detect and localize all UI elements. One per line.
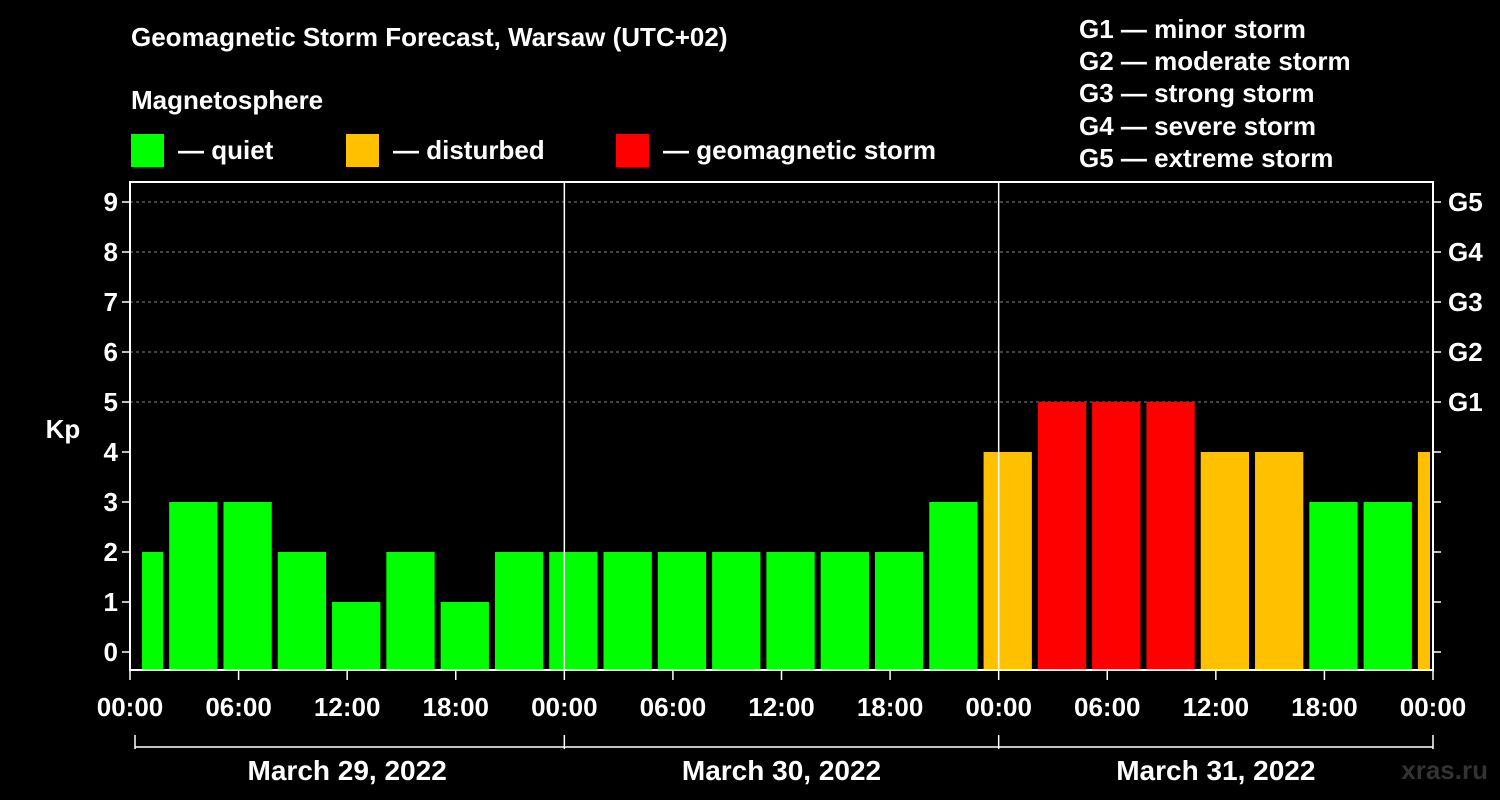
xtick-label-5: 06:00 — [640, 692, 707, 722]
bar-2 — [223, 502, 272, 670]
bar-12 — [766, 552, 815, 670]
ytick-label-7: 7 — [104, 287, 118, 317]
bar-19 — [1146, 402, 1195, 670]
legend-label-disturbed: — disturbed — [393, 134, 545, 165]
xtick-label-8: 00:00 — [965, 692, 1032, 722]
bar-6 — [440, 602, 489, 670]
bar-9 — [603, 552, 652, 670]
right-label-g3: G3 — [1448, 287, 1483, 317]
day-label-0: March 29, 2022 — [248, 755, 447, 786]
xtick-label-6: 12:00 — [748, 692, 815, 722]
chart-title: Geomagnetic Storm Forecast, Warsaw (UTC+… — [131, 22, 728, 52]
watermark: xras.ru — [1401, 755, 1488, 785]
xtick-label-2: 12:00 — [314, 692, 381, 722]
bar-4 — [332, 602, 381, 670]
xtick-label-4: 00:00 — [531, 692, 598, 722]
bar-3 — [277, 552, 327, 670]
storm-level-legend: G1 — minor storm G2 — moderate storm G3 … — [1079, 13, 1351, 174]
bar-1 — [169, 502, 218, 670]
ytick-label-1: 1 — [104, 587, 118, 617]
xtick-label-11: 18:00 — [1291, 692, 1358, 722]
right-label-g1: G1 — [1448, 387, 1483, 417]
magnetosphere-label: Magnetosphere — [131, 85, 324, 115]
bar-11 — [712, 552, 761, 670]
storm-level-g3: G3 — strong storm — [1079, 78, 1315, 109]
right-label-g5: G5 — [1448, 187, 1483, 217]
xtick-label-9: 06:00 — [1074, 692, 1141, 722]
bar-24 — [1417, 452, 1430, 670]
ytick-label-8: 8 — [104, 237, 118, 267]
bar-20 — [1200, 452, 1250, 670]
ytick-label-9: 9 — [104, 187, 118, 217]
bar-23 — [1363, 502, 1412, 670]
bar-17 — [1037, 402, 1087, 670]
day-label-2: March 31, 2022 — [1116, 755, 1315, 786]
xtick-label-1: 06:00 — [205, 692, 272, 722]
bar-22 — [1309, 502, 1358, 670]
bar-5 — [386, 552, 435, 670]
bar-13 — [820, 552, 869, 670]
bar-0 — [142, 552, 164, 670]
ytick-label-6: 6 — [104, 337, 118, 367]
bar-7 — [494, 552, 544, 670]
bar-18 — [1092, 402, 1141, 670]
bar-21 — [1255, 452, 1304, 670]
legend-label-storm: — geomagnetic storm — [663, 134, 937, 165]
legend-disturbed: — disturbed — [346, 133, 545, 167]
storm-level-g5: G5 — extreme storm — [1079, 142, 1334, 173]
ytick-label-4: 4 — [104, 437, 119, 467]
xtick-label-7: 18:00 — [857, 692, 924, 722]
xtick-label-10: 12:00 — [1183, 692, 1250, 722]
y-axis-label: Kp — [46, 414, 81, 444]
xtick-label-3: 18:00 — [423, 692, 490, 722]
storm-level-g1: G1 — minor storm — [1079, 14, 1306, 44]
ytick-label-5: 5 — [104, 387, 118, 417]
ytick-label-3: 3 — [104, 487, 118, 517]
legend-swatch-disturbed — [346, 133, 379, 167]
legend-swatch-quiet — [131, 133, 164, 167]
bar-15 — [929, 502, 978, 670]
storm-level-g2: G2 — moderate storm — [1079, 46, 1351, 77]
bar-8 — [549, 552, 598, 670]
legend-swatch-storm — [616, 133, 649, 167]
legend-quiet: — quiet — [131, 133, 273, 167]
bar-10 — [657, 552, 707, 670]
right-label-g2: G2 — [1448, 337, 1483, 367]
ytick-label-0: 0 — [104, 637, 118, 667]
right-label-g4: G4 — [1448, 237, 1483, 267]
ytick-label-2: 2 — [104, 537, 118, 567]
xtick-label-0: 00:00 — [97, 692, 164, 722]
day-label-1: March 30, 2022 — [682, 755, 881, 786]
bar-16 — [983, 452, 1032, 670]
legend-storm: — geomagnetic storm — [616, 133, 936, 167]
legend-label-quiet: — quiet — [178, 134, 274, 165]
storm-level-g4: G4 — severe storm — [1079, 110, 1317, 141]
bar-14 — [874, 552, 924, 670]
xtick-label-12: 00:00 — [1400, 692, 1467, 722]
